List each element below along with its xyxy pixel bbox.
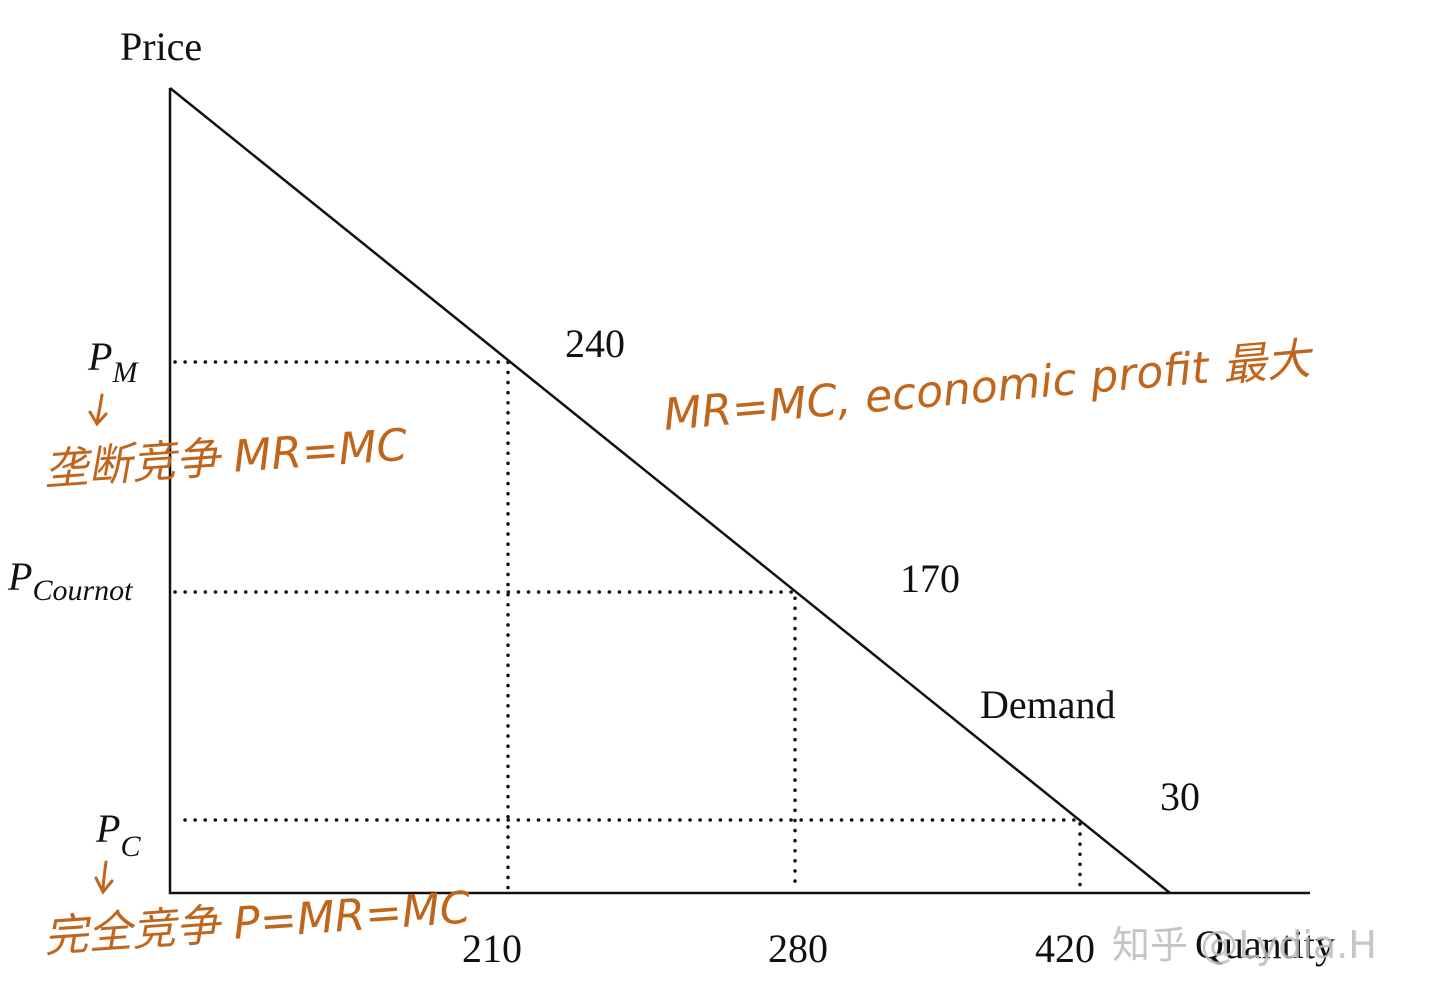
price-subscript: Cournot <box>32 574 133 607</box>
watermark: 知乎 @Lydia.H <box>1112 923 1377 967</box>
price-symbol: P <box>7 554 32 599</box>
price-subscript: C <box>120 830 141 863</box>
axes <box>168 88 1310 895</box>
quantity-label: 280 <box>768 926 828 971</box>
point-label: 30 <box>1160 774 1200 819</box>
demand-curve <box>169 87 1171 894</box>
annotation: 完全竞争 P=MR=MC <box>42 882 472 963</box>
price-subscript: M <box>111 356 139 389</box>
annotation: MR=MC, economic profit 最大 <box>662 333 1317 441</box>
point-label: 170 <box>900 556 960 601</box>
cournot-guide <box>173 590 797 890</box>
price-symbol: P <box>87 334 112 379</box>
arrow <box>94 860 114 895</box>
arrow <box>88 393 108 427</box>
price-level: PCournot <box>7 554 133 607</box>
price-symbol: P <box>95 806 120 851</box>
x-axis-label: Quantity <box>1195 922 1335 967</box>
price-level: PM <box>87 334 139 389</box>
price-level: PC <box>95 806 141 863</box>
competitive-guide <box>183 818 1082 890</box>
curve-label: Demand <box>980 682 1116 727</box>
y-axis-label: Price <box>120 24 202 69</box>
point-label: 240 <box>565 321 625 366</box>
quantity-label: 210 <box>462 926 522 971</box>
annotation: 垄断竞争 MR=MC <box>42 420 409 496</box>
monopoly-guide <box>173 360 510 890</box>
quantity-label: 420 <box>1035 926 1095 971</box>
